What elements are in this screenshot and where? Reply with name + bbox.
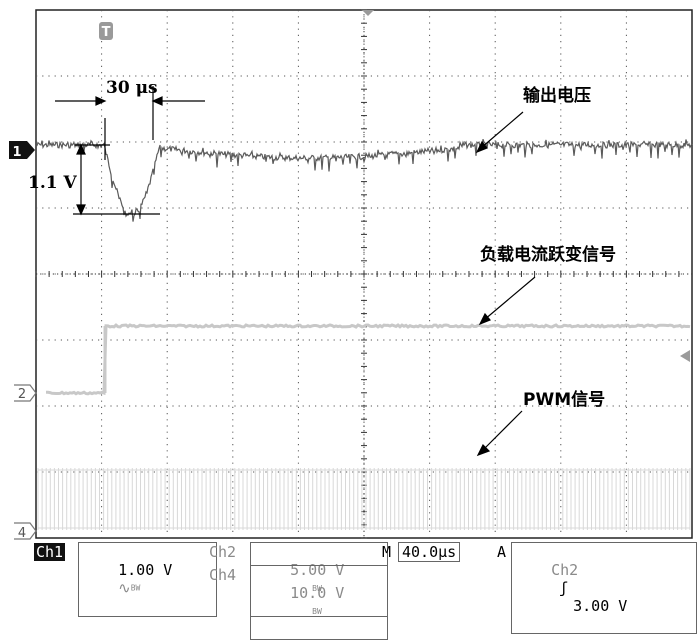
ch1-scale: 1.00 V xyxy=(118,561,173,579)
load-step-trace xyxy=(46,323,691,396)
ch1-coupling-icon: ∿ xyxy=(118,579,131,597)
ch2-label[interactable]: Ch2 xyxy=(209,543,237,561)
timebase-label: M xyxy=(382,543,392,561)
trigger-slope-icon: ʃ xyxy=(559,579,569,597)
ch2-marker: 2 xyxy=(14,384,37,402)
trigger-level-marker xyxy=(680,350,690,362)
oscilloscope-screen: T 1 2 4 30 μs 1.1 V xyxy=(9,9,693,541)
pwm-trace xyxy=(37,468,691,530)
ch4-scale: 10.0 V xyxy=(290,584,345,602)
voltage-drop-annotation xyxy=(73,143,160,216)
ch1-marker-label: 1 xyxy=(12,145,21,160)
output-voltage-trace xyxy=(35,139,693,222)
ch2-bw-mark: BW xyxy=(312,583,322,593)
time-span-annotation xyxy=(55,86,205,160)
trigger-label: A xyxy=(497,543,507,561)
ch1-marker: 1 xyxy=(9,141,35,160)
horizontal-position-marker xyxy=(362,10,374,16)
load-step-label: 负载电流跃变信号 xyxy=(480,244,616,265)
ch4-marker: 4 xyxy=(14,522,37,541)
ch4-marker-label: 4 xyxy=(18,526,26,541)
label-arrows xyxy=(475,111,536,457)
ch1-bw-mark: BW xyxy=(130,583,141,593)
trigger-position-marker: T xyxy=(99,22,113,40)
ch2-marker-label: 2 xyxy=(18,387,26,402)
ch4-scale-box[interactable]: 10.0 V BW xyxy=(250,565,388,640)
voltage-drop-label: 1.1 V xyxy=(28,173,77,193)
graticule xyxy=(35,9,693,539)
time-span-label: 30 μs xyxy=(106,78,158,98)
timebase-value[interactable]: 40.0μs xyxy=(398,542,461,562)
pwm-label: PWM信号 xyxy=(523,389,605,410)
ch1-scale-box[interactable]: 1.00 V ∿BW xyxy=(78,542,217,617)
ch1-label[interactable]: Ch1 xyxy=(34,543,66,561)
ch4-label[interactable]: Ch4 xyxy=(209,566,237,584)
trigger-source: Ch2 xyxy=(551,561,579,579)
trigger-box[interactable]: Ch2 ʃ 3.00 V xyxy=(511,542,697,634)
ch4-bw-mark: BW xyxy=(312,606,322,616)
output-voltage-label: 输出电压 xyxy=(523,85,591,106)
trigger-marker-label: T xyxy=(102,25,111,40)
trigger-level: 3.00 V xyxy=(573,597,628,615)
